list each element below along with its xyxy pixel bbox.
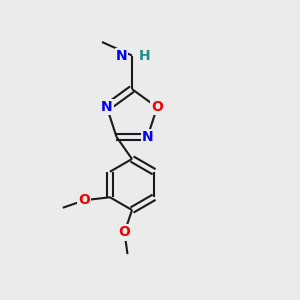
Text: H: H — [139, 49, 150, 62]
Text: O: O — [118, 226, 130, 239]
Text: N: N — [142, 130, 153, 144]
Text: O: O — [79, 193, 90, 207]
Text: N: N — [116, 49, 127, 62]
Text: N: N — [101, 100, 113, 114]
Text: O: O — [151, 100, 163, 114]
